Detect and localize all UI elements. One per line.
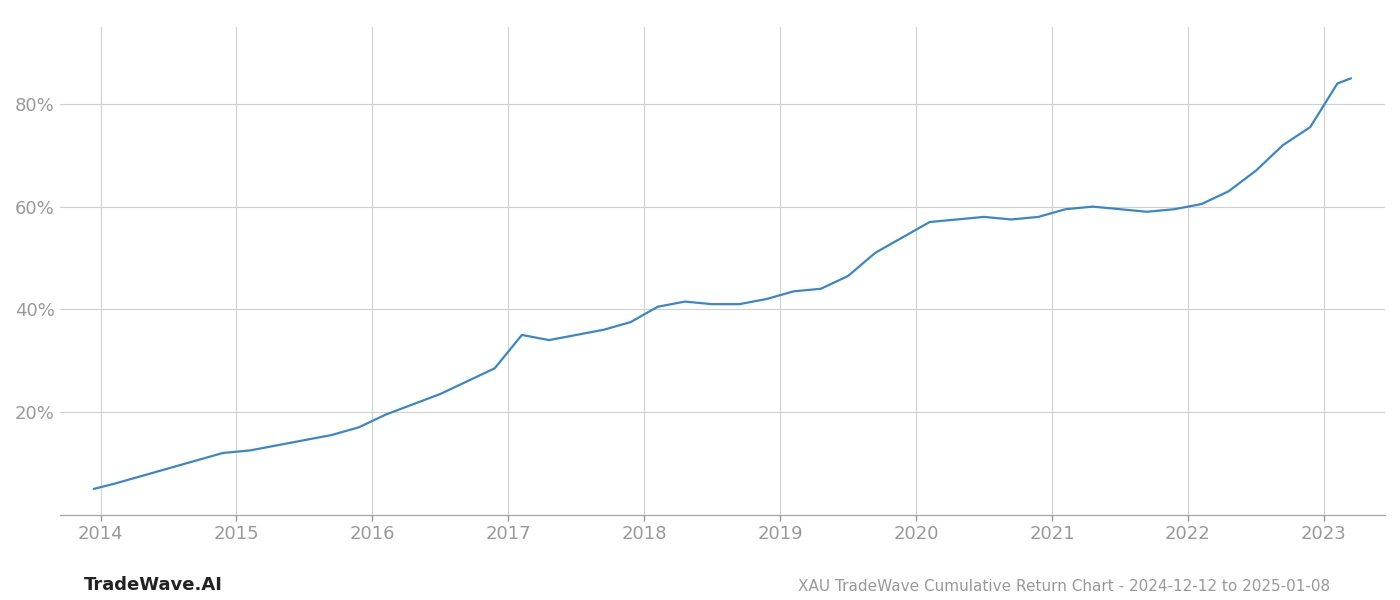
- Text: TradeWave.AI: TradeWave.AI: [84, 576, 223, 594]
- Text: XAU TradeWave Cumulative Return Chart - 2024-12-12 to 2025-01-08: XAU TradeWave Cumulative Return Chart - …: [798, 579, 1330, 594]
